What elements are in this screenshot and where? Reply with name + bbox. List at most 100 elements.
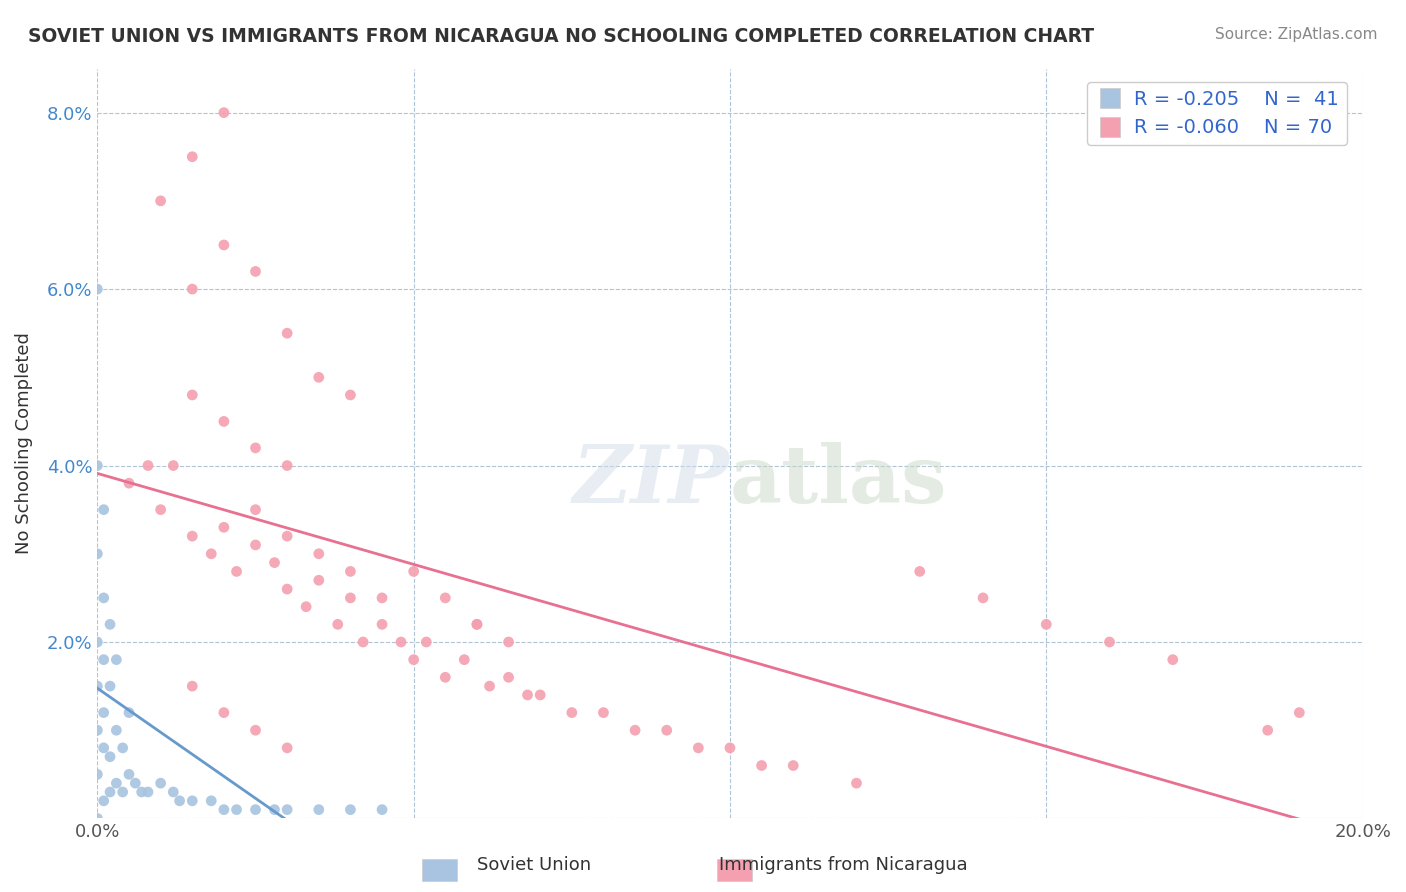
Point	[169, 794, 191, 808]
Point	[402, 565, 425, 579]
Point	[371, 617, 394, 632]
Point	[434, 591, 457, 605]
Point	[326, 617, 349, 632]
Point	[93, 794, 115, 808]
Point	[371, 591, 394, 605]
Point	[276, 458, 298, 473]
Point	[263, 556, 285, 570]
Point	[245, 502, 267, 516]
Point	[245, 264, 267, 278]
Point	[352, 635, 374, 649]
Point	[1161, 653, 1184, 667]
Point	[93, 740, 115, 755]
Point	[308, 803, 330, 817]
Point	[124, 776, 146, 790]
Point	[624, 723, 647, 738]
Point	[276, 326, 298, 341]
Point	[200, 547, 222, 561]
Point	[308, 573, 330, 587]
Point	[111, 740, 134, 755]
Point	[339, 388, 361, 402]
Point	[308, 547, 330, 561]
Point	[225, 803, 247, 817]
Text: Source: ZipAtlas.com: Source: ZipAtlas.com	[1215, 27, 1378, 42]
Text: atlas: atlas	[730, 442, 948, 520]
Point	[86, 458, 108, 473]
Point	[162, 458, 184, 473]
Point	[181, 794, 204, 808]
Point	[655, 723, 678, 738]
Point	[389, 635, 412, 649]
Point	[86, 547, 108, 561]
Point	[295, 599, 318, 614]
Point	[93, 591, 115, 605]
Point	[245, 538, 267, 552]
Point	[845, 776, 868, 790]
Point	[86, 679, 108, 693]
Point	[263, 803, 285, 817]
Point	[86, 282, 108, 296]
Point	[105, 723, 128, 738]
Y-axis label: No Schooling Completed: No Schooling Completed	[15, 333, 32, 555]
Point	[93, 653, 115, 667]
Point	[225, 565, 247, 579]
Text: Soviet Union: Soviet Union	[477, 856, 592, 874]
Point	[688, 740, 710, 755]
Point	[276, 740, 298, 755]
Point	[308, 370, 330, 384]
Point	[93, 502, 115, 516]
Point	[149, 194, 172, 208]
Legend: R = -0.205    N =  41, R = -0.060    N = 70: R = -0.205 N = 41, R = -0.060 N = 70	[1087, 82, 1347, 145]
Point	[86, 635, 108, 649]
Point	[212, 105, 235, 120]
Point	[181, 679, 204, 693]
Point	[212, 706, 235, 720]
Point	[751, 758, 773, 772]
Point	[434, 670, 457, 684]
Point	[212, 803, 235, 817]
Point	[276, 803, 298, 817]
Point	[111, 785, 134, 799]
Point	[86, 812, 108, 826]
Point	[782, 758, 804, 772]
Point	[718, 740, 741, 755]
Point	[162, 785, 184, 799]
Point	[118, 706, 141, 720]
Point	[529, 688, 551, 702]
Point	[371, 803, 394, 817]
Point	[181, 529, 204, 543]
Point	[908, 565, 931, 579]
Text: Immigrants from Nicaragua: Immigrants from Nicaragua	[720, 856, 967, 874]
Point	[972, 591, 994, 605]
Point	[453, 653, 475, 667]
Point	[276, 529, 298, 543]
Point	[1288, 706, 1310, 720]
Point	[200, 794, 222, 808]
Point	[131, 785, 153, 799]
Point	[118, 767, 141, 781]
Point	[276, 582, 298, 596]
Point	[86, 723, 108, 738]
Point	[105, 653, 128, 667]
Point	[415, 635, 437, 649]
Point	[339, 591, 361, 605]
Point	[212, 520, 235, 534]
Point	[98, 785, 121, 799]
Point	[181, 150, 204, 164]
Point	[245, 723, 267, 738]
Point	[181, 282, 204, 296]
Point	[212, 414, 235, 428]
Point	[402, 653, 425, 667]
Text: ZIP: ZIP	[574, 442, 730, 520]
Point	[245, 441, 267, 455]
Text: SOVIET UNION VS IMMIGRANTS FROM NICARAGUA NO SCHOOLING COMPLETED CORRELATION CHA: SOVIET UNION VS IMMIGRANTS FROM NICARAGU…	[28, 27, 1094, 45]
Point	[339, 565, 361, 579]
Point	[181, 388, 204, 402]
Point	[93, 706, 115, 720]
Point	[339, 803, 361, 817]
Point	[1257, 723, 1279, 738]
Point	[516, 688, 538, 702]
Point	[478, 679, 501, 693]
Point	[118, 476, 141, 491]
Point	[465, 617, 488, 632]
